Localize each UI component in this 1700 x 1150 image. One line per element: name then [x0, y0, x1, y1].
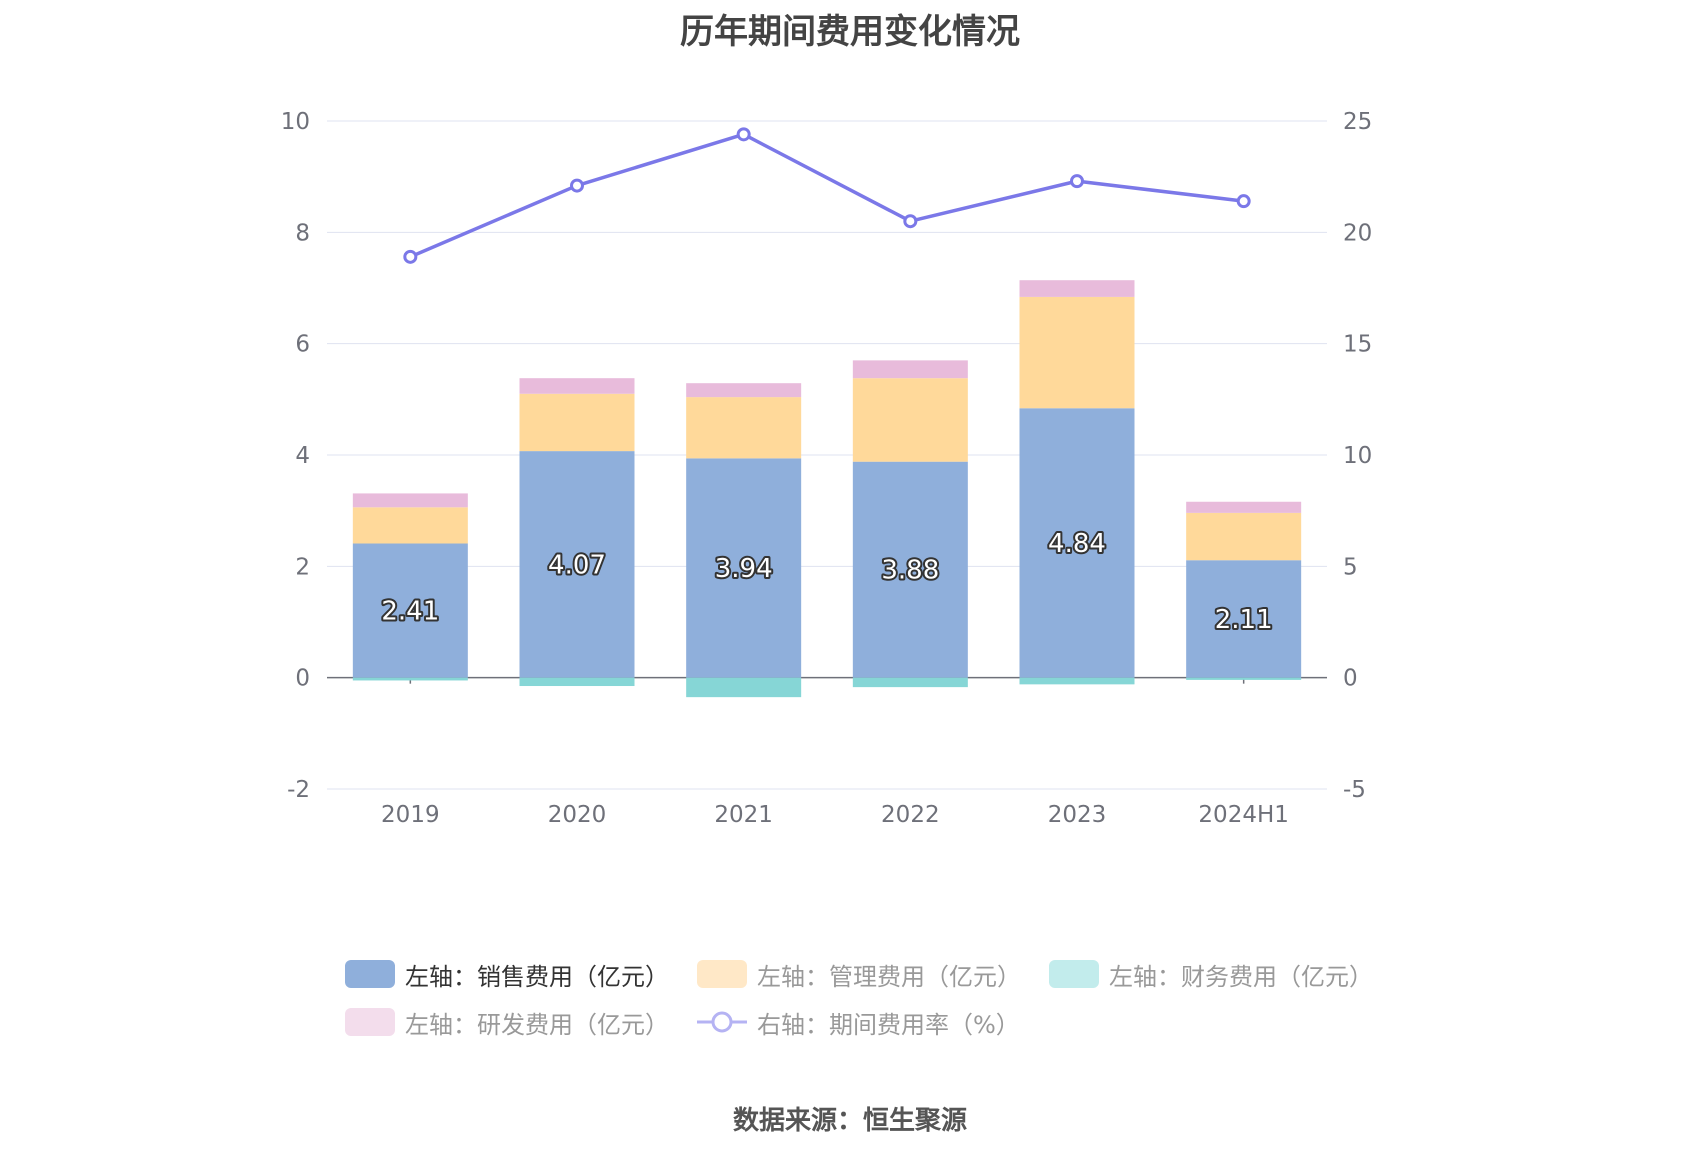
- bar-admin[interactable]: [1186, 512, 1302, 561]
- bar-admin[interactable]: [1019, 296, 1135, 409]
- legend-line-icon: [697, 1011, 747, 1033]
- x-tick-label: 2019: [381, 802, 440, 828]
- legend-item-rate[interactable]: 右轴：期间费用率（%）: [697, 1005, 1020, 1040]
- bar-rnd[interactable]: [1019, 280, 1135, 297]
- bar-finance[interactable]: [852, 677, 968, 688]
- bar-value-label: 3.94: [715, 554, 773, 584]
- bar-rnd[interactable]: [686, 383, 802, 398]
- legend-swatch-rnd: [345, 1008, 395, 1036]
- bar-finance[interactable]: [686, 677, 802, 698]
- legend-item-admin[interactable]: 左轴：管理费用（亿元）: [697, 957, 1021, 992]
- rate-point[interactable]: [903, 214, 918, 229]
- bar-sales[interactable]: [352, 543, 468, 678]
- right-tick-label: 15: [1343, 332, 1372, 358]
- legend-item-finance[interactable]: 左轴：财务费用（亿元）: [1049, 957, 1373, 992]
- legend-label-admin: 左轴：管理费用（亿元）: [757, 962, 1021, 991]
- right-tick-label: 10: [1343, 443, 1372, 469]
- bar-rnd[interactable]: [852, 360, 968, 379]
- bar-rnd[interactable]: [519, 378, 635, 394]
- legend-label-rate: 右轴：期间费用率（%）: [757, 1010, 1020, 1039]
- right-tick-label: -5: [1343, 777, 1366, 803]
- left-axis: -2 0 2 4 6 8 10: [281, 109, 310, 803]
- bar-finance[interactable]: [1186, 677, 1302, 680]
- legend-item-rnd[interactable]: 左轴：研发费用（亿元）: [345, 1005, 669, 1040]
- rate-line: [403, 127, 1251, 264]
- bar-value-labels: 2.41 4.07 3.94 3.88 4.84 2.11: [379, 527, 1274, 637]
- x-tick-label: 2022: [881, 802, 940, 828]
- left-tick-label: -2: [287, 777, 310, 803]
- legend-swatch-admin: [697, 960, 747, 988]
- legend-row-1: 左轴：销售费用（亿元） 左轴：管理费用（亿元） 左轴：财务费用（亿元）: [345, 950, 1395, 998]
- legend-swatch-sales: [345, 960, 395, 988]
- bar-sales[interactable]: [686, 458, 802, 678]
- rate-point[interactable]: [1070, 174, 1084, 189]
- legend-swatch-finance: [1049, 960, 1099, 988]
- chart-title: 历年期间费用变化情况: [680, 12, 1020, 52]
- x-tick-label: 2024H1: [1198, 802, 1288, 828]
- rate-polyline: [409, 132, 1244, 259]
- bar-sales[interactable]: [1186, 560, 1302, 678]
- legend-label-rnd: 左轴：研发费用（亿元）: [405, 1010, 669, 1039]
- legend-label-finance: 左轴：财务费用（亿元）: [1109, 962, 1373, 991]
- legend-label-sales: 左轴：销售费用（亿元）: [405, 962, 669, 991]
- right-axis: -5 0 5 10 15 20 25: [1343, 109, 1372, 803]
- left-tick-label: 0: [295, 666, 310, 692]
- bar-value-label: 2.41: [381, 597, 439, 627]
- data-source: 数据来源：恒生聚源: [732, 1106, 967, 1136]
- left-tick-label: 2: [295, 554, 310, 580]
- bar-finance[interactable]: [352, 677, 468, 681]
- rate-point[interactable]: [736, 127, 751, 142]
- rate-point[interactable]: [403, 249, 418, 264]
- bar-sales[interactable]: [852, 461, 968, 678]
- left-tick-label: 8: [295, 220, 310, 246]
- right-tick-label: 25: [1343, 109, 1372, 135]
- left-tick-label: 6: [295, 332, 310, 358]
- bars: [352, 280, 1302, 698]
- right-tick-label: 0: [1343, 666, 1358, 692]
- bar-finance[interactable]: [1019, 677, 1135, 685]
- bar-sales[interactable]: [1019, 408, 1135, 678]
- bar-rnd[interactable]: [352, 493, 468, 508]
- grid-lines: [327, 120, 1327, 790]
- bar-admin[interactable]: [852, 378, 968, 462]
- bar-admin[interactable]: [519, 393, 635, 452]
- x-tick-label: 2020: [548, 802, 607, 828]
- legend-row-2: 左轴：研发费用（亿元） 右轴：期间费用率（%）: [345, 998, 1395, 1046]
- bar-admin[interactable]: [686, 397, 802, 459]
- x-tick-label: 2021: [714, 802, 773, 828]
- rate-point[interactable]: [570, 178, 584, 193]
- bar-value-label: 4.84: [1048, 529, 1106, 559]
- bar-value-label: 4.07: [548, 550, 606, 580]
- bar-sales[interactable]: [519, 451, 635, 678]
- legend-item-sales[interactable]: 左轴：销售费用（亿元）: [345, 957, 669, 992]
- bar-admin[interactable]: [352, 507, 468, 544]
- x-axis: 2019 2020 2021 2022 2023 2024H1: [381, 677, 1289, 828]
- rate-point[interactable]: [1236, 194, 1251, 209]
- bar-finance[interactable]: [519, 677, 635, 687]
- legend: 左轴：销售费用（亿元） 左轴：管理费用（亿元） 左轴：财务费用（亿元） 左轴：研…: [345, 950, 1395, 1046]
- bar-value-label: 3.88: [881, 556, 939, 586]
- right-tick-label: 20: [1343, 220, 1372, 246]
- right-tick-label: 5: [1343, 554, 1358, 580]
- bar-rnd[interactable]: [1186, 501, 1302, 513]
- left-tick-label: 10: [281, 109, 310, 135]
- bar-value-label: 2.11: [1215, 605, 1273, 635]
- left-tick-label: 4: [295, 443, 310, 469]
- x-tick-label: 2023: [1048, 802, 1107, 828]
